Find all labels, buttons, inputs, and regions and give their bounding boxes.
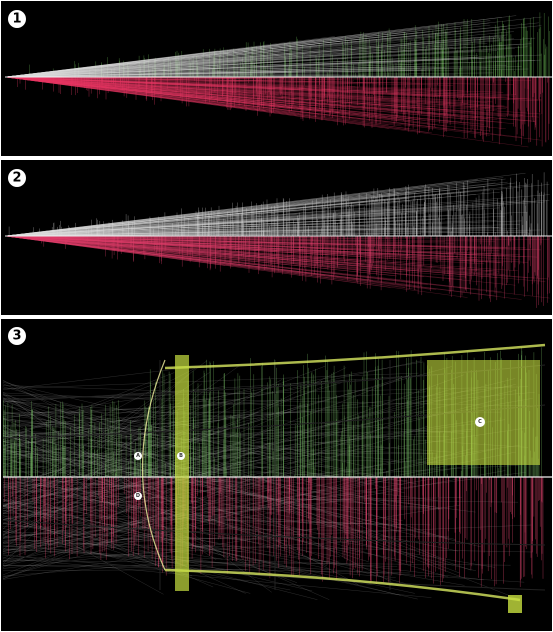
panel-label: 1 [12, 12, 21, 27]
panel-label: 3 [12, 329, 21, 344]
figure: A B D C 1 2 3 [0, 0, 553, 632]
marker-label: D [136, 493, 140, 499]
end-bar [508, 595, 522, 613]
panel-label: 2 [12, 171, 21, 186]
page: ABDC 1 2 3 (() => { const data = JSON.pa… [0, 0, 553, 632]
marker-label: C [478, 419, 482, 425]
selection-box [427, 360, 540, 465]
marker-label: B [179, 453, 183, 459]
marker-label: A [136, 453, 140, 459]
selection-bar [175, 355, 189, 591]
